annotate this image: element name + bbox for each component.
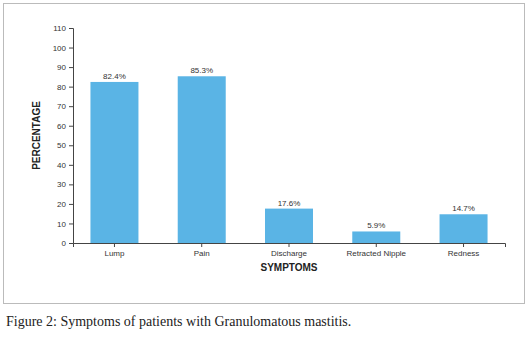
- y-tick-mark: [69, 126, 73, 127]
- y-tick-mark: [69, 223, 73, 224]
- y-tick-mark: [69, 145, 73, 146]
- y-tick: 90: [57, 63, 73, 72]
- y-tick: 50: [57, 141, 73, 150]
- x-tick-mark: [289, 243, 290, 247]
- y-axis-title: PERCENTAGE: [31, 101, 42, 170]
- data-label: 82.4%: [103, 72, 126, 81]
- y-tick: 110: [53, 24, 73, 33]
- x-tick-label: Discharge: [271, 249, 308, 258]
- x-axis: Lump Pain Discharge Retracted Nipple Redness: [74, 243, 506, 258]
- x-tick-label: Pain: [194, 249, 210, 258]
- y-tick: 40: [57, 161, 73, 170]
- x-tick: Discharge: [271, 243, 308, 258]
- caption: Figure 2: Symptoms of patients with Gran…: [6, 314, 351, 329]
- x-axis-title: SYMPTOMS: [260, 262, 317, 273]
- bars: [90, 76, 487, 243]
- bar: [90, 82, 138, 243]
- y-tick-label: 80: [57, 83, 66, 92]
- y-tick-mark: [69, 204, 73, 205]
- figure-frame: [4, 4, 525, 304]
- x-tick: Lump: [104, 243, 125, 258]
- y-axis-line: [69, 29, 74, 244]
- x-tick: Pain: [194, 243, 210, 258]
- y-tick-label: 20: [57, 200, 66, 209]
- data-label: 5.9%: [367, 221, 385, 230]
- y-tick: 10: [57, 220, 73, 229]
- y-tick-label: 50: [57, 141, 66, 150]
- y-tick-mark: [69, 48, 73, 49]
- x-tick-label: Retracted Nipple: [346, 249, 406, 258]
- y-tick-label: 30: [57, 180, 66, 189]
- bar: [352, 231, 400, 243]
- y-tick-mark: [69, 184, 73, 185]
- y-tick-mark: [69, 243, 73, 244]
- bar: [178, 76, 226, 243]
- y-tick: 0: [62, 239, 73, 248]
- y-axis: 0 10 20 30 40 50 60 70 80 90 100 110: [53, 24, 74, 248]
- y-tick: 60: [57, 122, 73, 131]
- y-tick-label: 0: [62, 239, 67, 248]
- y-tick-mark: [69, 67, 73, 68]
- x-tick-mark: [376, 243, 377, 247]
- x-tick-mark: [201, 243, 202, 247]
- y-tick: 80: [57, 83, 73, 92]
- x-tick-mark: [114, 243, 115, 247]
- data-label: 17.6%: [278, 199, 301, 208]
- y-tick: 70: [57, 102, 73, 111]
- y-tick: 100: [53, 44, 73, 53]
- bar: [440, 214, 488, 243]
- data-label: 85.3%: [190, 66, 213, 75]
- x-tick: Retracted Nipple: [346, 243, 406, 258]
- data-labels: 82.4% 85.3% 17.6% 5.9% 14.7%: [103, 66, 475, 230]
- y-tick-label: 40: [57, 161, 66, 170]
- x-tick-label: Lump: [104, 249, 125, 258]
- data-label: 14.7%: [452, 204, 475, 213]
- y-tick-label: 90: [57, 63, 66, 72]
- bar: [265, 209, 313, 243]
- y-tick: 20: [57, 200, 73, 209]
- x-tick-label: Redness: [448, 249, 480, 258]
- y-tick-mark: [69, 106, 73, 107]
- y-tick-label: 10: [57, 220, 66, 229]
- y-tick-mark: [69, 87, 73, 88]
- y-tick-mark: [69, 28, 73, 29]
- x-axis-line: [74, 244, 506, 248]
- x-tick-mark: [463, 243, 464, 247]
- x-tick: Redness: [448, 243, 480, 258]
- chart: 82.4% 85.3% 17.6% 5.9% 14.7% 0 10 20 30 40 50 60 70 8…: [0, 0, 528, 343]
- y-tick-label: 60: [57, 122, 66, 131]
- y-tick-mark: [69, 165, 73, 166]
- y-tick-label: 70: [57, 102, 66, 111]
- y-tick-label: 110: [53, 24, 66, 33]
- y-tick-label: 100: [53, 44, 67, 53]
- y-tick: 30: [57, 180, 73, 189]
